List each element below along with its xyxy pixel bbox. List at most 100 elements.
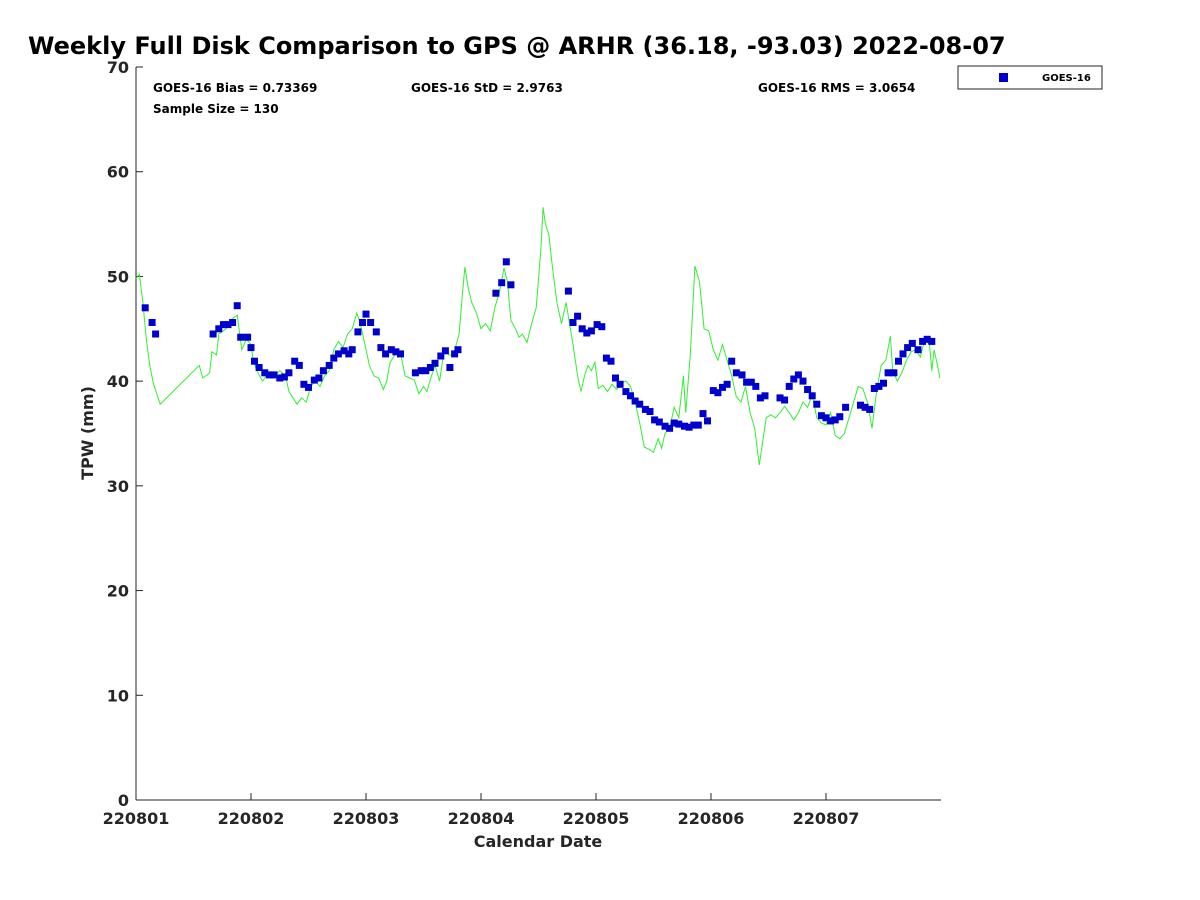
data-point-goes-16 [790,375,798,383]
legend-marker-goes-16 [999,73,1008,82]
data-point-goes-16 [325,361,333,369]
data-point-goes-16 [255,364,263,371]
y-tick-label: 60 [107,163,129,182]
data-point-goes-16 [422,367,430,375]
series-goes-16-points [141,258,936,432]
data-point-goes-16 [507,281,515,289]
data-point-goes-16 [857,401,864,409]
data-point-goes-16 [583,329,591,337]
data-point-goes-16 [310,376,318,384]
plot-area [135,207,941,465]
x-tick-label: 220804 [448,809,515,828]
data-point-goes-16 [377,344,385,352]
x-tick-label: 220802 [218,809,285,828]
data-point-goes-16 [861,403,869,411]
data-point-goes-16 [291,357,299,365]
data-point-goes-16 [636,400,644,408]
data-point-goes-16 [229,319,237,326]
data-point-goes-16 [237,333,245,341]
data-point-goes-16 [919,337,927,345]
data-point-goes-16 [233,302,241,310]
y-tick-label: 20 [107,582,129,601]
data-point-goes-16 [148,319,156,326]
data-point-goes-16 [437,352,445,360]
data-point-goes-16 [578,325,586,333]
y-tick-label: 40 [107,372,129,391]
legend-box [957,65,1103,90]
x-ticks: 220801 220802 220803 220804 220805 220806 2208… [103,793,859,828]
data-point-goes-16 [690,421,698,429]
data-point-goes-16 [714,389,722,397]
y-axis-label: TPW (mm) [78,386,97,480]
data-point-goes-16 [804,386,812,393]
data-point-goes-16 [675,420,683,428]
data-point-goes-16 [666,424,674,432]
rms-annotation: GOES-16 RMS = 3.0654 [758,81,915,95]
data-point-goes-16 [446,364,454,371]
data-point-goes-16 [454,346,462,354]
data-point-goes-16 [817,412,825,420]
data-point-goes-16 [785,382,793,390]
data-point-goes-16 [569,319,577,326]
data-point-goes-16 [884,369,892,377]
data-point-goes-16 [699,410,707,418]
x-tick-label: 220805 [563,809,630,828]
data-point-goes-16 [247,344,255,352]
data-point-goes-16 [397,350,404,358]
data-point-goes-16 [612,374,619,382]
data-point-goes-16 [743,378,751,386]
data-point-goes-16 [392,348,400,356]
data-point-goes-16 [794,371,802,379]
data-point-goes-16 [655,418,663,426]
data-point-goes-16 [681,422,688,430]
data-point-goes-16 [756,394,764,402]
y-tick-label: 50 [107,267,129,286]
data-point-goes-16 [732,369,740,377]
x-tick-label: 220801 [103,809,170,828]
data-point-goes-16 [866,405,874,413]
chart-title: Weekly Full Disk Comparison to GPS @ ARH… [28,32,1006,60]
data-point-goes-16 [723,380,731,388]
data-point-goes-16 [661,422,669,430]
data-point-goes-16 [593,321,601,329]
data-point-goes-16 [251,357,258,365]
data-point-goes-16 [875,382,883,390]
data-point-goes-16 [441,347,449,355]
y-tick-label: 0 [118,791,129,810]
data-point-goes-16 [300,380,308,388]
data-point-goes-16 [492,289,500,297]
data-point-goes-16 [870,385,878,392]
data-point-goes-16 [340,347,348,355]
x-tick-label: 220806 [678,809,745,828]
data-point-goes-16 [285,369,293,377]
series-line-gps [135,207,941,465]
y-tick-label: 30 [107,477,129,496]
data-point-goes-16 [899,350,907,358]
data-point-goes-16 [923,335,931,343]
data-point-goes-16 [417,367,425,375]
sample-size-annotation: Sample Size = 130 [153,102,279,116]
data-point-goes-16 [904,344,912,352]
data-point-goes-16 [631,397,639,405]
data-point-goes-16 [890,369,898,377]
x-axis-label: Calendar Date [474,832,603,851]
data-point-goes-16 [752,382,760,390]
data-point-goes-16 [641,405,649,413]
data-point-goes-16 [315,374,323,382]
data-point-goes-16 [616,380,624,388]
data-point-goes-16 [209,330,217,338]
data-point-goes-16 [651,416,659,424]
data-point-goes-16 [359,319,366,326]
data-point-goes-16 [627,392,634,400]
data-point-goes-16 [813,400,821,408]
data-point-goes-16 [411,369,419,377]
data-point-goes-16 [295,361,303,369]
y-ticks: 0 10 20 30 40 50 60 70 [107,58,143,810]
data-point-goes-16 [498,279,506,287]
data-point-goes-16 [719,383,726,391]
std-annotation: GOES-16 StD = 2.9763 [411,81,563,95]
data-point-goes-16 [219,321,227,329]
data-point-goes-16 [908,339,916,347]
data-point-goes-16 [215,325,223,333]
legend-label-goes-16: GOES-16 [1042,73,1091,84]
